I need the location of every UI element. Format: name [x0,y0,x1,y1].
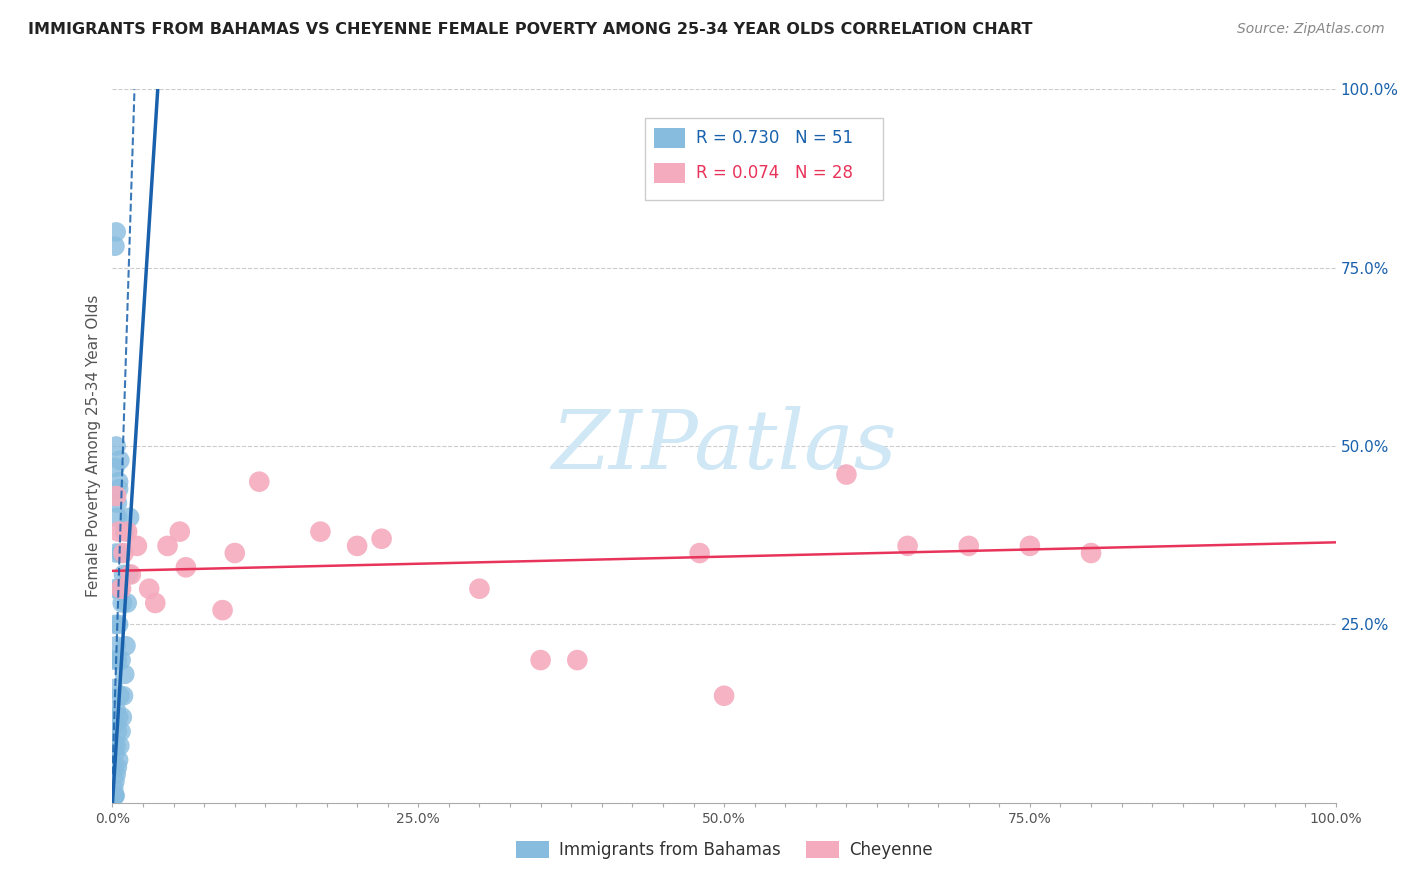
Point [110,724,132,739]
Point [103,789,125,803]
Bar [654,163,685,184]
Text: R = 0.074   N = 28: R = 0.074 N = 28 [696,164,853,182]
Point [104,239,127,253]
Point [247,475,270,489]
Y-axis label: Female Poverty Among 25-34 Year Olds: Female Poverty Among 25-34 Year Olds [86,295,101,597]
Point [111,596,134,610]
Point [105,760,128,774]
Point [103,760,125,774]
Point [103,781,125,796]
Point [115,639,138,653]
Point [174,560,197,574]
Bar [654,128,685,148]
Point [105,739,128,753]
Point [120,567,142,582]
Point [105,225,128,239]
Point [103,710,125,724]
Point [108,689,131,703]
Point [224,546,246,560]
FancyBboxPatch shape [644,118,883,200]
Point [115,596,138,610]
Text: IMMIGRANTS FROM BAHAMAS VS CHEYENNE FEMALE POVERTY AMONG 25-34 YEAR OLDS CORRELA: IMMIGRANTS FROM BAHAMAS VS CHEYENNE FEMA… [28,22,1032,37]
Point [103,653,125,667]
Point [103,739,125,753]
Point [104,617,127,632]
Point [211,603,233,617]
Point [105,724,128,739]
Point [125,539,148,553]
Point [309,524,332,539]
Point [104,582,127,596]
Point [105,510,128,524]
Point [104,789,127,803]
Point [118,510,141,524]
Point [107,617,129,632]
Point [104,789,127,803]
Point [169,524,191,539]
Point [529,653,551,667]
Point [835,467,858,482]
Point [107,482,129,496]
Point [105,639,128,653]
Point [112,567,135,582]
Point [107,753,129,767]
Point [107,710,129,724]
Point [112,546,135,560]
Point [111,710,134,724]
Point [110,653,132,667]
Point [110,546,132,560]
Point [115,524,138,539]
Text: R = 0.730   N = 51: R = 0.730 N = 51 [696,128,853,146]
Point [897,539,920,553]
Point [1080,546,1102,560]
Point [468,582,491,596]
Point [104,460,127,475]
Point [105,546,128,560]
Point [105,767,128,781]
Point [105,703,128,717]
Point [108,453,131,467]
Point [689,546,711,560]
Point [156,539,179,553]
Point [370,532,392,546]
Point [1018,539,1040,553]
Point [117,567,139,582]
Point [114,524,136,539]
Point [713,689,735,703]
Point [104,774,127,789]
Point [957,539,980,553]
Point [108,582,131,596]
Point [143,596,166,610]
Point [107,475,129,489]
Point [108,739,131,753]
Text: ZIPatlas: ZIPatlas [551,406,897,486]
Point [105,439,128,453]
Point [107,524,129,539]
Point [105,496,128,510]
Point [105,653,128,667]
Point [567,653,589,667]
Point [114,667,136,681]
Point [103,681,125,696]
Point [105,489,128,503]
Legend: Immigrants from Bahamas, Cheyenne: Immigrants from Bahamas, Cheyenne [509,834,939,866]
Text: Source: ZipAtlas.com: Source: ZipAtlas.com [1237,22,1385,37]
Point [138,582,160,596]
Point [104,717,127,731]
Point [104,746,127,760]
Point [346,539,368,553]
Point [112,689,135,703]
Point [103,789,125,803]
Point [110,582,132,596]
